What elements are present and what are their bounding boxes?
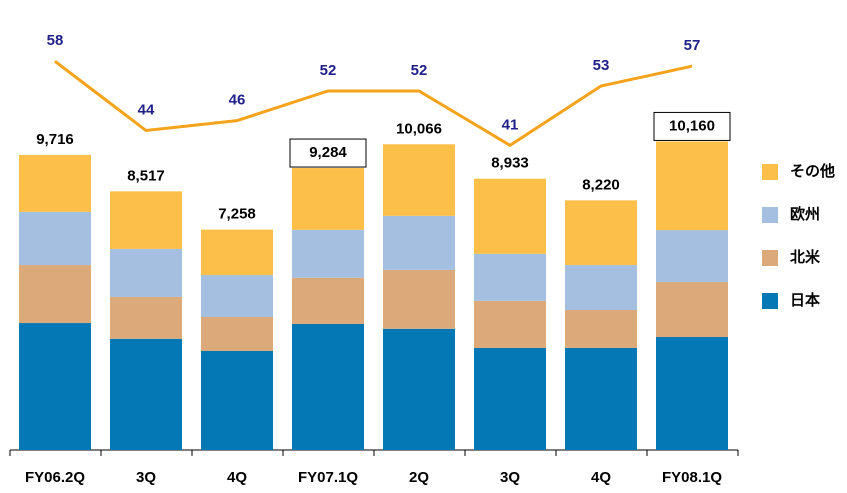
legend-label: 日本: [790, 291, 820, 309]
total-label: 8,220: [582, 176, 620, 193]
bar-segment: [474, 253, 546, 301]
x-tick-label: FY06.2Q: [25, 469, 85, 486]
bar-segment: [565, 200, 637, 266]
bar-segment: [383, 328, 455, 450]
bar-segment: [19, 265, 91, 324]
bar-segment: [292, 229, 364, 278]
legend-label: その他: [790, 162, 835, 180]
x-tick-label: FY08.1Q: [662, 469, 722, 486]
x-tick-label: 2Q: [409, 469, 429, 486]
bar-segment: [201, 350, 273, 450]
bar-segment: [110, 338, 182, 450]
bar-segment: [565, 347, 637, 450]
bar-segment: [474, 300, 546, 348]
bar-segment: [19, 323, 91, 450]
bar-segment: [474, 347, 546, 450]
total-label: 9,716: [36, 131, 74, 148]
bar-segment: [656, 230, 728, 283]
total-label: 10,160: [669, 117, 715, 134]
bar-segment: [201, 229, 273, 276]
legend-label: 北米: [790, 248, 821, 266]
bar-segment: [656, 337, 728, 450]
x-tick-label: 3Q: [500, 469, 520, 486]
line-label: 58: [47, 32, 64, 49]
x-tick-label: 3Q: [136, 469, 156, 486]
total-label: 8,933: [491, 155, 529, 172]
total-label: 7,258: [218, 206, 256, 223]
bar-segment: [292, 277, 364, 324]
bar-segment: [110, 296, 182, 339]
total-label: 9,284: [309, 144, 347, 161]
line-label: 53: [593, 57, 610, 74]
legend-label: 欧州: [790, 205, 820, 223]
bar-segment: [656, 282, 728, 338]
line-label: 46: [229, 92, 246, 109]
x-tick-label: FY07.1Q: [298, 469, 358, 486]
bar-segment: [19, 154, 91, 212]
bar-segment: [292, 323, 364, 450]
bar-segment: [19, 211, 91, 266]
line-label: 57: [684, 37, 701, 54]
total-box: [653, 111, 731, 141]
bar-segment: [110, 191, 182, 249]
bar-segment: [565, 309, 637, 348]
line-series: [54, 60, 693, 148]
bar-segment: [565, 265, 637, 310]
bar-segment: [292, 168, 364, 230]
line-label: 41: [502, 116, 519, 133]
bar-segment: [383, 144, 455, 216]
legend-swatch: [762, 164, 778, 180]
legend-swatch: [762, 293, 778, 309]
legend-swatch: [762, 250, 778, 266]
bar-segment: [201, 316, 273, 351]
total-label: 10,066: [396, 120, 442, 137]
line-label: 44: [138, 101, 155, 118]
bar-segment: [474, 178, 546, 254]
bar-segment: [110, 248, 182, 297]
x-tick-label: 4Q: [227, 469, 247, 486]
legend-swatch: [762, 207, 778, 223]
bar-segment: [201, 275, 273, 317]
bar-segment: [656, 141, 728, 231]
bar-segment: [383, 215, 455, 270]
bar-segment: [383, 269, 455, 329]
total-label: 8,517: [127, 167, 165, 184]
line-label: 52: [320, 62, 337, 79]
total-box: [289, 138, 367, 168]
line-label: 52: [411, 62, 428, 79]
x-tick-label: 4Q: [591, 469, 611, 486]
